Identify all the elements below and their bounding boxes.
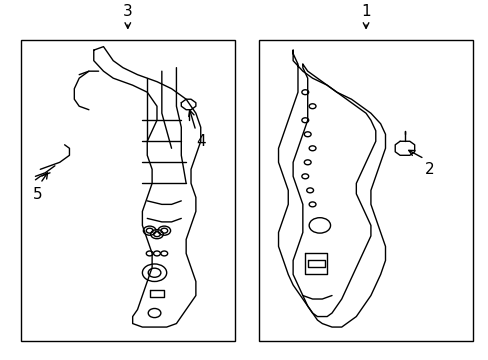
Bar bbox=[21, 40, 234, 341]
Text: 3: 3 bbox=[122, 4, 132, 19]
Text: 5: 5 bbox=[33, 187, 42, 202]
Text: 2: 2 bbox=[424, 162, 433, 177]
Text: 4: 4 bbox=[196, 134, 205, 149]
Bar bbox=[259, 40, 472, 341]
Text: 1: 1 bbox=[361, 4, 370, 19]
